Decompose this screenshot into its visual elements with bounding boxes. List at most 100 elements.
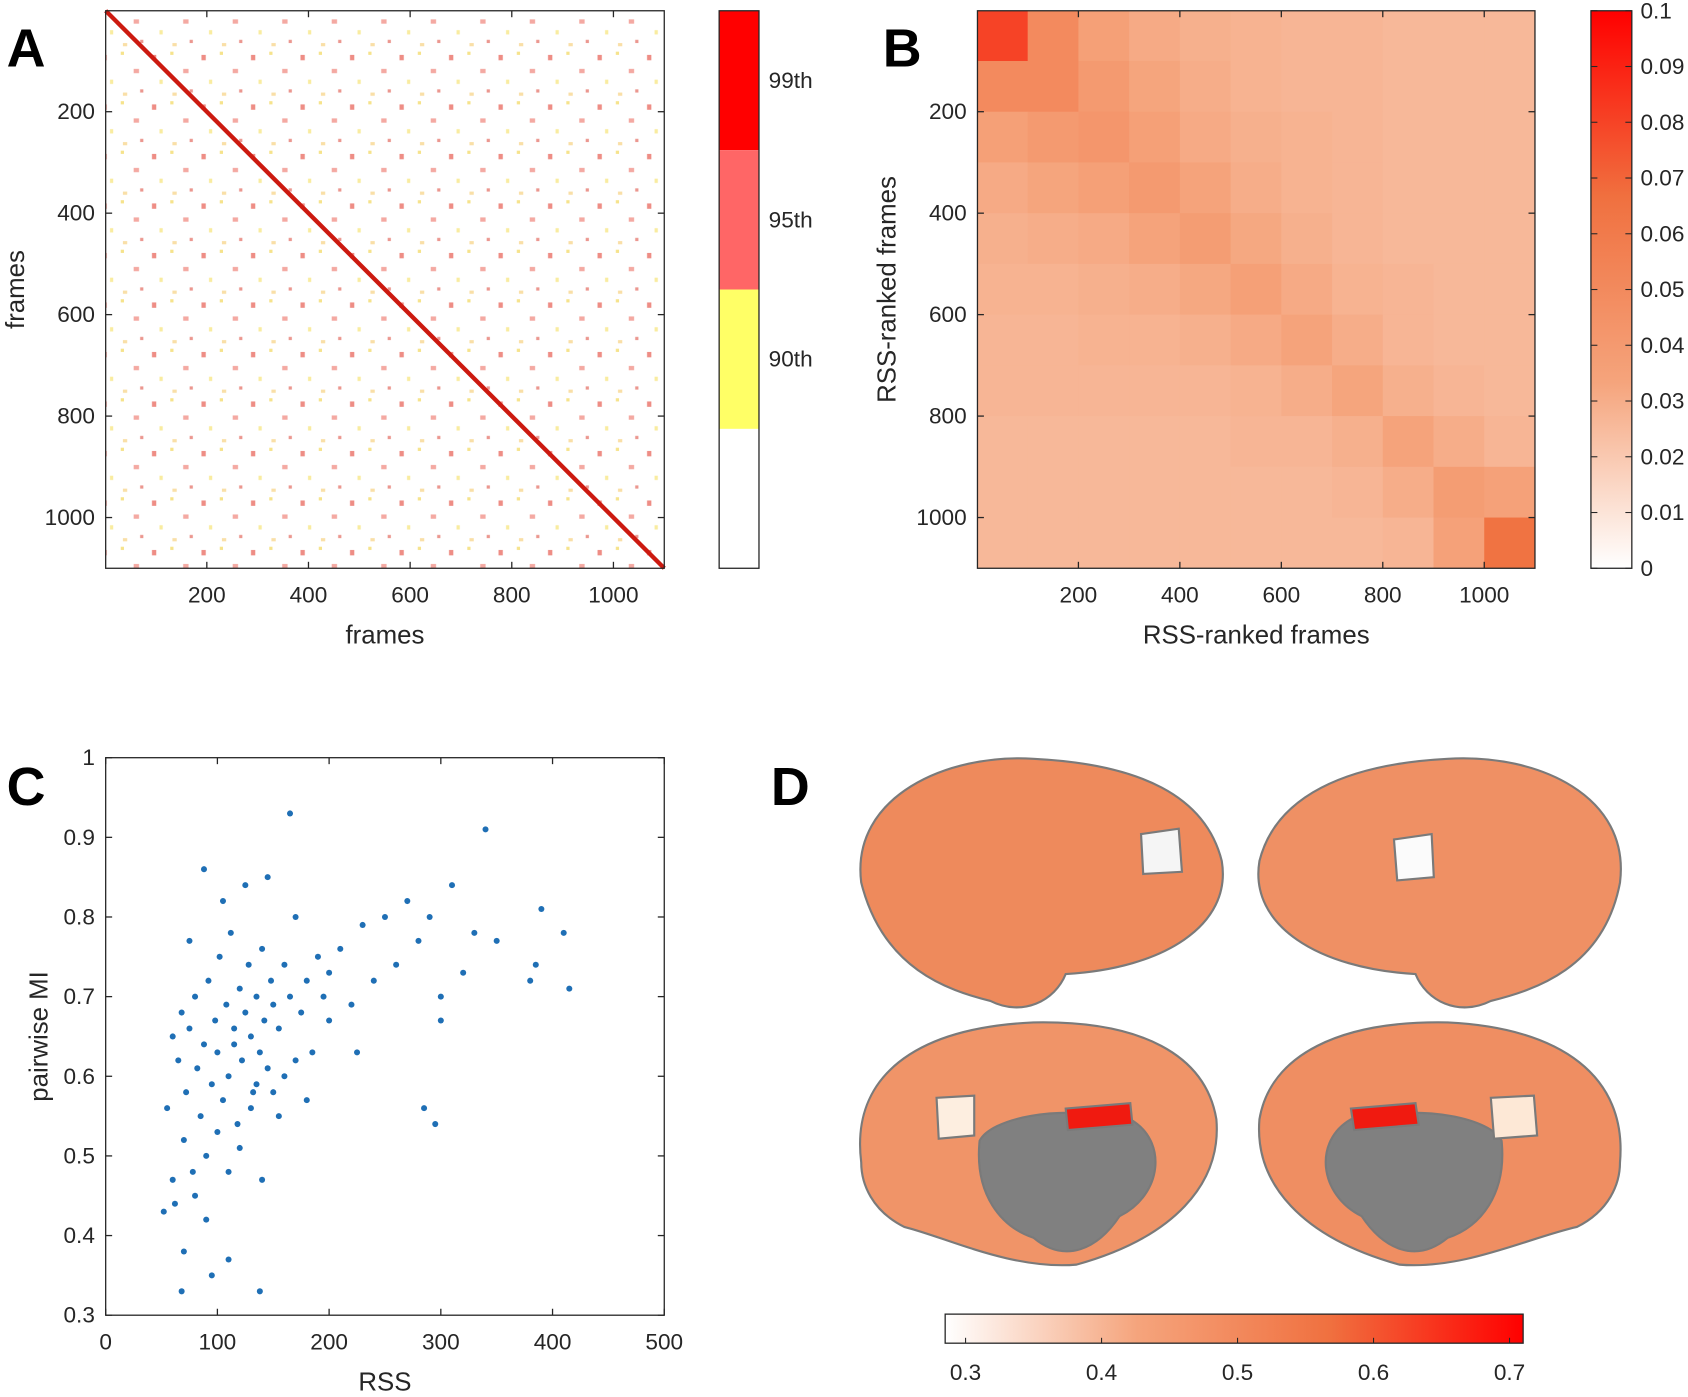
heatmap-cell — [1179, 60, 1232, 113]
x-tick-label: 400 — [1161, 583, 1199, 608]
colorbar-segment — [719, 289, 759, 429]
heatmap-cell — [1382, 314, 1435, 366]
heatmap-cell — [1484, 314, 1535, 366]
scatter-point — [303, 977, 310, 984]
colorbar-tick-label: 0 — [1640, 556, 1653, 581]
scatter-point — [212, 1017, 219, 1024]
heatmap-cell — [1281, 416, 1333, 468]
colorbar-tick-label: 0.4 — [1086, 1360, 1117, 1385]
heatmap-cell — [1281, 263, 1333, 316]
heatmap-cell — [1382, 162, 1435, 214]
heatmap-cell — [1129, 517, 1181, 569]
scatter-point — [326, 1017, 333, 1024]
heatmap-cell — [1332, 213, 1384, 265]
scatter-point — [437, 1017, 444, 1024]
scatter-point — [242, 1009, 249, 1016]
x-tick-label: 1000 — [1459, 583, 1509, 608]
heatmap-cell — [1078, 60, 1130, 113]
scatter-point — [171, 1200, 178, 1207]
heatmap-cell — [1382, 517, 1435, 569]
heatmap-cell — [1027, 10, 1079, 62]
scatter-point — [370, 977, 377, 984]
heatmap-cell — [1382, 60, 1435, 113]
heatmap-cell — [1129, 466, 1181, 519]
heatmap-cell — [1230, 10, 1282, 62]
y-tick-label: 1000 — [45, 505, 95, 530]
heatmap-cell — [1332, 162, 1384, 214]
scatter-point — [231, 1041, 238, 1048]
colorbar-tick-label: 0.3 — [950, 1360, 981, 1385]
heatmap-cell — [1433, 314, 1485, 366]
y-tick-label: 0.9 — [63, 825, 94, 850]
heatmap-cell — [1433, 60, 1485, 113]
heatmap-cell — [1129, 60, 1181, 113]
y-tick-label: 600 — [57, 302, 95, 327]
scatter-point — [183, 1089, 190, 1096]
scatter-point — [238, 1057, 245, 1064]
heatmap-cell — [977, 60, 1029, 113]
scatter-point — [236, 985, 243, 992]
y-axis-label: RSS-ranked frames — [874, 176, 902, 403]
y-tick-label: 1 — [82, 745, 95, 770]
heatmap-cell — [1078, 365, 1130, 417]
heatmap-cell — [1281, 60, 1333, 113]
scatter-point — [309, 1049, 316, 1056]
scatter-point — [259, 1176, 266, 1183]
heatmap-cell — [1332, 466, 1384, 519]
scatter-point — [231, 1025, 238, 1032]
heatmap-cell — [1230, 314, 1282, 366]
scatter-point — [292, 913, 299, 920]
scatter-point — [538, 906, 545, 913]
scatter-point — [354, 1049, 361, 1056]
heatmap-cell — [1179, 10, 1232, 62]
y-tick-label: 200 — [929, 99, 967, 124]
scatter-point — [234, 1121, 241, 1128]
x-tick-label: 600 — [1262, 583, 1300, 608]
scatter-point — [256, 1049, 263, 1056]
scatter-point — [180, 1136, 187, 1143]
diagonal — [104, 9, 666, 570]
heatmap-cell — [1332, 10, 1384, 62]
scatter-point — [216, 953, 223, 960]
heatmap-cell — [1484, 162, 1535, 214]
scatter-point — [404, 898, 411, 905]
heatmap-cell — [1078, 517, 1130, 569]
colorbar-tick-label: 0.6 — [1358, 1360, 1389, 1385]
scatter-point — [208, 1272, 215, 1279]
x-tick-label: 600 — [391, 583, 429, 608]
x-tick-label: 200 — [188, 583, 226, 608]
scatter-point — [348, 1001, 355, 1008]
scatter-point — [169, 1176, 176, 1183]
heatmap-cell — [1129, 365, 1181, 417]
heatmap-cell — [1433, 263, 1485, 316]
y-tick-label: 0.4 — [63, 1223, 94, 1248]
scatter-point — [160, 1208, 167, 1215]
heatmap-cell — [1433, 416, 1485, 468]
y-tick-label: 800 — [929, 404, 967, 429]
y-axis-label: pairwise MI — [26, 971, 54, 1102]
colorbar-tick-label: 0.05 — [1640, 277, 1684, 302]
heatmap-cell — [1027, 466, 1079, 519]
colorbar-segment — [719, 428, 759, 569]
heatmap-cell — [1433, 517, 1485, 569]
scatter-point — [192, 993, 199, 1000]
colorbar-tick-label: 0.1 — [1640, 0, 1671, 23]
scatter-point — [566, 985, 573, 992]
scatter-point — [482, 826, 489, 833]
scatter-point — [178, 1009, 185, 1016]
heatmap-cell — [1027, 517, 1079, 569]
scatter-point — [261, 1017, 268, 1024]
heatmap-cell — [1179, 162, 1232, 214]
heatmap-cell — [1078, 162, 1130, 214]
plot-frame — [105, 10, 665, 569]
heatmap-cell — [1129, 111, 1181, 163]
heatmap-cell — [1078, 10, 1130, 62]
heatmap-cell — [1230, 517, 1282, 569]
scatter-point — [292, 1057, 299, 1064]
heatmap-cell — [1179, 111, 1232, 163]
scatter-point — [471, 929, 478, 936]
heatmap-cell — [1027, 162, 1079, 214]
scatter-point — [197, 1113, 204, 1120]
heatmap-cell — [1332, 263, 1384, 316]
x-tick-label: 400 — [534, 1330, 572, 1355]
